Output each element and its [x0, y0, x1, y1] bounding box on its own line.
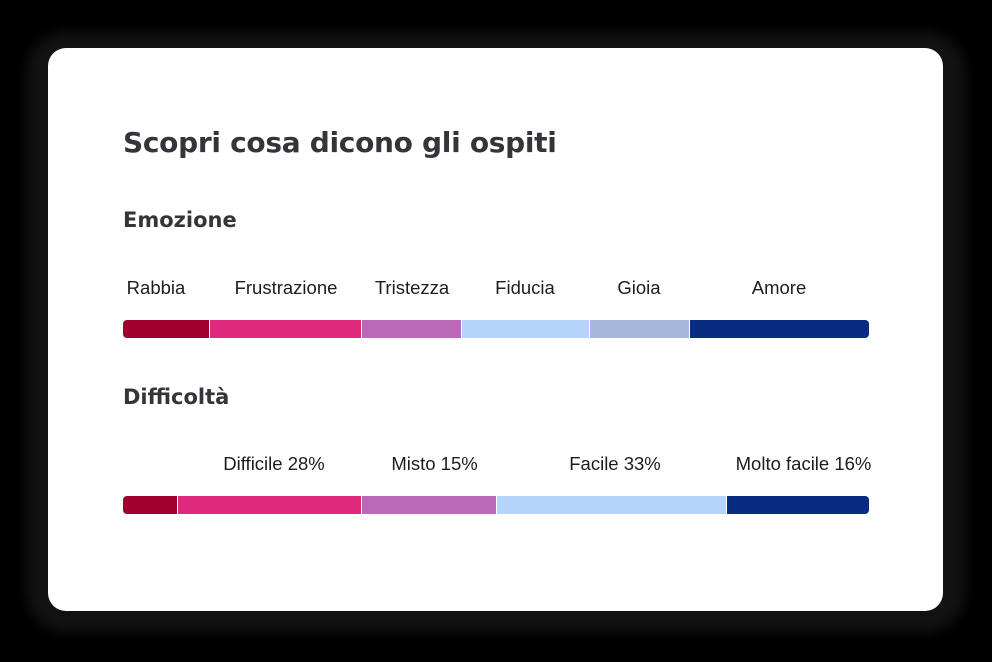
difficulty-segment-label: Misto 15% — [391, 453, 478, 474]
difficulty-segment-label: Molto facile 16% — [735, 453, 872, 474]
emotion-segment-label: Rabbia — [126, 277, 186, 298]
emotion-segment — [589, 320, 689, 338]
card-title: Scopri cosa dicono gli ospiti — [123, 126, 557, 159]
difficulty-segment — [725, 496, 869, 514]
difficulty-segment — [177, 496, 361, 514]
difficulty-segment — [123, 496, 177, 514]
emotion-segment — [461, 320, 589, 338]
difficulty-segment-label: Facile 33% — [569, 453, 661, 474]
difficulty-bar — [123, 496, 869, 514]
emotion-segment-label: Gioia — [617, 277, 661, 298]
emotion-segment — [209, 320, 361, 338]
emotion-heading: Emozione — [123, 208, 237, 232]
difficulty-segment — [361, 496, 496, 514]
difficulty-segment-label: Difficile 28% — [223, 453, 325, 474]
emotion-labels: Rabbia Frustrazione Tristezza Fiducia Gioia A… — [48, 277, 943, 301]
emotion-segment — [123, 320, 209, 338]
emotion-segment-label: Amore — [751, 277, 807, 298]
emotion-segment-label: Frustrazione — [234, 277, 338, 298]
emotion-segment-label: Fiducia — [495, 277, 555, 298]
emotion-bar — [123, 320, 869, 338]
difficulty-segment — [495, 496, 726, 514]
difficulty-labels: Difficile 28% Misto 15% Facile 33% Molto fa… — [48, 453, 943, 477]
insights-card: Scopri cosa dicono gli ospiti Emozione R… — [48, 48, 943, 611]
emotion-segment — [689, 320, 869, 338]
difficulty-heading: Difficoltà — [123, 385, 230, 409]
emotion-segment — [361, 320, 461, 338]
emotion-segment-label: Tristezza — [374, 277, 450, 298]
